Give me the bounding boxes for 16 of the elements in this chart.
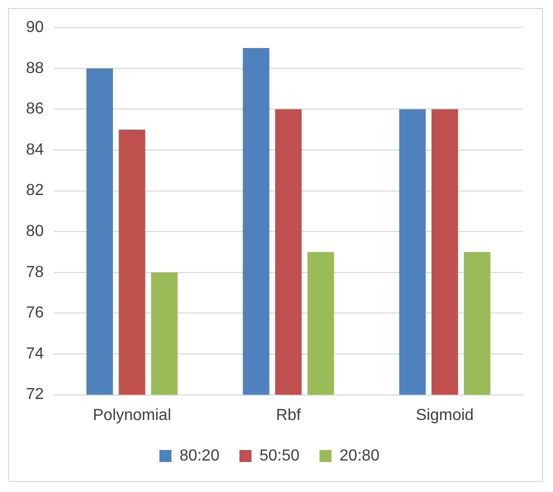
legend-label: 80:20 xyxy=(179,447,220,464)
legend-label: 20:80 xyxy=(340,447,380,464)
x-tick-label: Sigmoid xyxy=(416,406,474,424)
y-tick-label: 72 xyxy=(26,386,44,404)
y-tick-label: 74 xyxy=(26,345,44,362)
x-tick-label: Polynomial xyxy=(92,406,172,424)
legend-label: 50:50 xyxy=(259,447,300,464)
y-tick-label: 82 xyxy=(26,182,44,200)
y-tick-label: 80 xyxy=(26,223,44,240)
y-tick-label: 78 xyxy=(26,264,44,281)
x-tick-label: Rbf xyxy=(276,406,302,424)
y-tick-label: 88 xyxy=(26,60,44,77)
y-tick-label: 76 xyxy=(26,304,44,322)
y-tick-label: 84 xyxy=(26,141,44,158)
y-tick-label: 90 xyxy=(26,19,44,36)
y-tick-label: 86 xyxy=(26,100,44,118)
